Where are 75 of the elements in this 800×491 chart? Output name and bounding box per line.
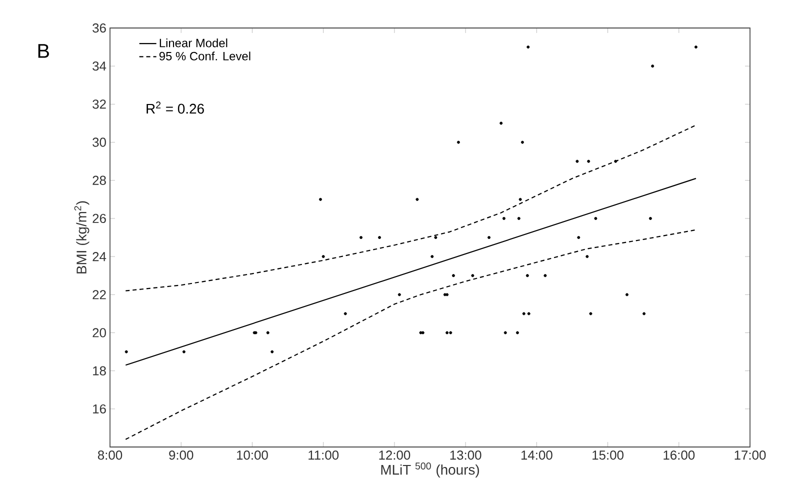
point — [456, 140, 460, 144]
point — [430, 255, 434, 258]
point — [322, 255, 325, 258]
y-tick-label: 24 — [92, 252, 106, 262]
point — [594, 216, 598, 220]
line-series — [125, 124, 697, 292]
point — [500, 122, 503, 125]
point — [527, 312, 530, 316]
legend-label: Linear Model — [160, 38, 228, 48]
y-tick-label: 28 — [92, 176, 106, 185]
point — [344, 312, 347, 316]
y-tick-label: 36 — [92, 23, 106, 33]
point — [124, 350, 128, 354]
point — [416, 198, 419, 201]
point — [642, 312, 646, 316]
x-axis-title: MLiT $^{500}$ (hours) — [381, 462, 479, 478]
x-tick-label: 16:00 — [664, 450, 695, 460]
point — [318, 198, 322, 201]
y-tick-label: 16 — [93, 404, 106, 414]
x-tick-label: 17:00 — [734, 450, 766, 460]
point — [419, 331, 422, 334]
point — [516, 331, 519, 334]
point — [526, 46, 530, 49]
point — [544, 274, 547, 278]
x-tick-label: 12:00 — [379, 450, 410, 460]
line-series — [125, 229, 697, 440]
x-tick-label: 8:00 — [98, 450, 122, 460]
point — [518, 198, 522, 201]
point — [446, 293, 449, 296]
point — [398, 293, 401, 296]
x-tick-label: 11:00 — [308, 450, 339, 460]
y-axis-title: BMI (kg/m$^{2}$) — [74, 201, 90, 274]
point — [504, 331, 507, 334]
point — [651, 64, 654, 68]
x-tick-label: 10:00 — [237, 450, 268, 460]
point — [452, 274, 455, 278]
point — [378, 236, 382, 239]
point — [587, 160, 590, 163]
point — [648, 216, 652, 220]
point — [522, 312, 526, 316]
x-tick-label: 9:00 — [169, 450, 194, 460]
point — [488, 236, 491, 239]
y-tick-label: 18 — [93, 366, 106, 376]
legend-label: 95 % Conf. Level — [159, 52, 250, 60]
text: B — [38, 44, 49, 58]
y-tick-label: 26 — [92, 214, 106, 224]
point — [421, 331, 424, 334]
point — [502, 216, 506, 220]
point — [270, 350, 274, 354]
x-tick-label: 13:00 — [450, 450, 482, 460]
y-tick-label: 32 — [92, 100, 106, 109]
x-tick-label: 15:00 — [592, 450, 624, 460]
point — [360, 236, 363, 239]
point — [625, 293, 628, 296]
point — [471, 274, 474, 278]
point — [182, 350, 186, 354]
point — [446, 331, 449, 334]
point — [266, 331, 270, 334]
point — [586, 255, 589, 258]
y-tick-label: 20 — [92, 328, 106, 338]
point — [589, 312, 592, 316]
y-tick-label: 30 — [92, 138, 106, 147]
y-tick-label: 34 — [92, 62, 106, 71]
x-tick-label: 14:00 — [521, 450, 552, 460]
point — [614, 160, 618, 163]
point — [520, 140, 524, 144]
point — [694, 46, 698, 49]
annotation: R$^{2}$ = 0.26 — [146, 102, 204, 114]
point — [577, 236, 580, 239]
point — [526, 274, 529, 278]
point — [434, 236, 438, 239]
y-tick-label: 22 — [92, 290, 106, 300]
point — [576, 160, 579, 163]
point — [517, 216, 520, 220]
point — [449, 331, 452, 334]
